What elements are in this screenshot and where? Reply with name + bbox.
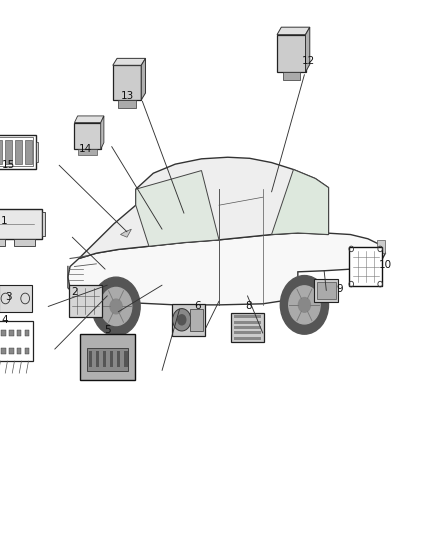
Bar: [69, 285, 102, 317]
Bar: [234, 326, 261, 329]
Bar: [14, 238, 35, 246]
Text: 1: 1: [1, 216, 8, 226]
Bar: [0, 285, 32, 312]
Bar: [25, 349, 29, 354]
Bar: [283, 72, 300, 80]
Bar: [0, 321, 33, 361]
Bar: [317, 281, 336, 300]
Polygon shape: [277, 27, 310, 35]
Polygon shape: [113, 59, 145, 66]
Bar: [25, 140, 32, 164]
Circle shape: [280, 276, 328, 334]
Polygon shape: [79, 157, 328, 259]
Text: 9: 9: [336, 285, 343, 294]
Polygon shape: [74, 116, 104, 123]
Polygon shape: [101, 116, 104, 149]
Bar: [25, 330, 29, 336]
Bar: [5, 140, 12, 164]
Bar: [9, 330, 14, 336]
Bar: [277, 35, 305, 72]
Text: 12: 12: [302, 56, 315, 66]
Text: 14: 14: [79, 144, 92, 154]
Text: 3: 3: [5, 293, 12, 302]
Polygon shape: [120, 229, 131, 237]
Text: 10: 10: [379, 261, 392, 270]
Bar: [36, 141, 38, 162]
Circle shape: [298, 297, 311, 312]
Bar: [17, 330, 21, 336]
Bar: [234, 316, 261, 318]
Circle shape: [289, 286, 320, 324]
Bar: [9, 349, 14, 354]
Polygon shape: [68, 233, 385, 305]
Bar: [314, 279, 338, 302]
Bar: [78, 149, 97, 155]
Circle shape: [110, 299, 122, 314]
Bar: [103, 351, 106, 367]
Bar: [15, 140, 22, 164]
Bar: [190, 309, 203, 331]
Bar: [172, 304, 205, 336]
Circle shape: [100, 287, 132, 326]
Bar: [0, 140, 2, 164]
Circle shape: [92, 277, 140, 336]
Text: 8: 8: [245, 302, 252, 311]
Bar: [1, 330, 6, 336]
Bar: [234, 332, 261, 334]
Text: 4: 4: [1, 315, 8, 325]
Text: 6: 6: [194, 302, 201, 311]
Bar: [0, 238, 5, 246]
Bar: [113, 66, 141, 100]
Polygon shape: [136, 171, 219, 246]
Bar: [117, 351, 120, 367]
Text: 2: 2: [71, 287, 78, 296]
Bar: [1, 349, 6, 354]
Bar: [42, 212, 45, 236]
Bar: [17, 349, 21, 354]
Bar: [0, 134, 36, 169]
Bar: [80, 335, 135, 379]
Bar: [118, 100, 135, 108]
Bar: [234, 321, 261, 324]
Text: 5: 5: [104, 326, 111, 335]
Bar: [231, 313, 264, 343]
Bar: [88, 351, 92, 367]
Polygon shape: [141, 59, 145, 100]
Polygon shape: [305, 27, 310, 72]
Bar: [96, 351, 99, 367]
Bar: [350, 246, 382, 287]
Polygon shape: [272, 169, 328, 235]
Bar: [124, 351, 127, 367]
Bar: [0, 209, 42, 238]
Bar: [110, 351, 113, 367]
Bar: [234, 337, 261, 340]
Bar: [74, 123, 101, 149]
Circle shape: [177, 314, 187, 326]
Text: 13: 13: [120, 91, 134, 101]
Bar: [377, 240, 385, 253]
Bar: [0, 138, 33, 166]
Circle shape: [173, 309, 191, 331]
Bar: [87, 348, 127, 371]
Text: 15: 15: [2, 160, 15, 170]
